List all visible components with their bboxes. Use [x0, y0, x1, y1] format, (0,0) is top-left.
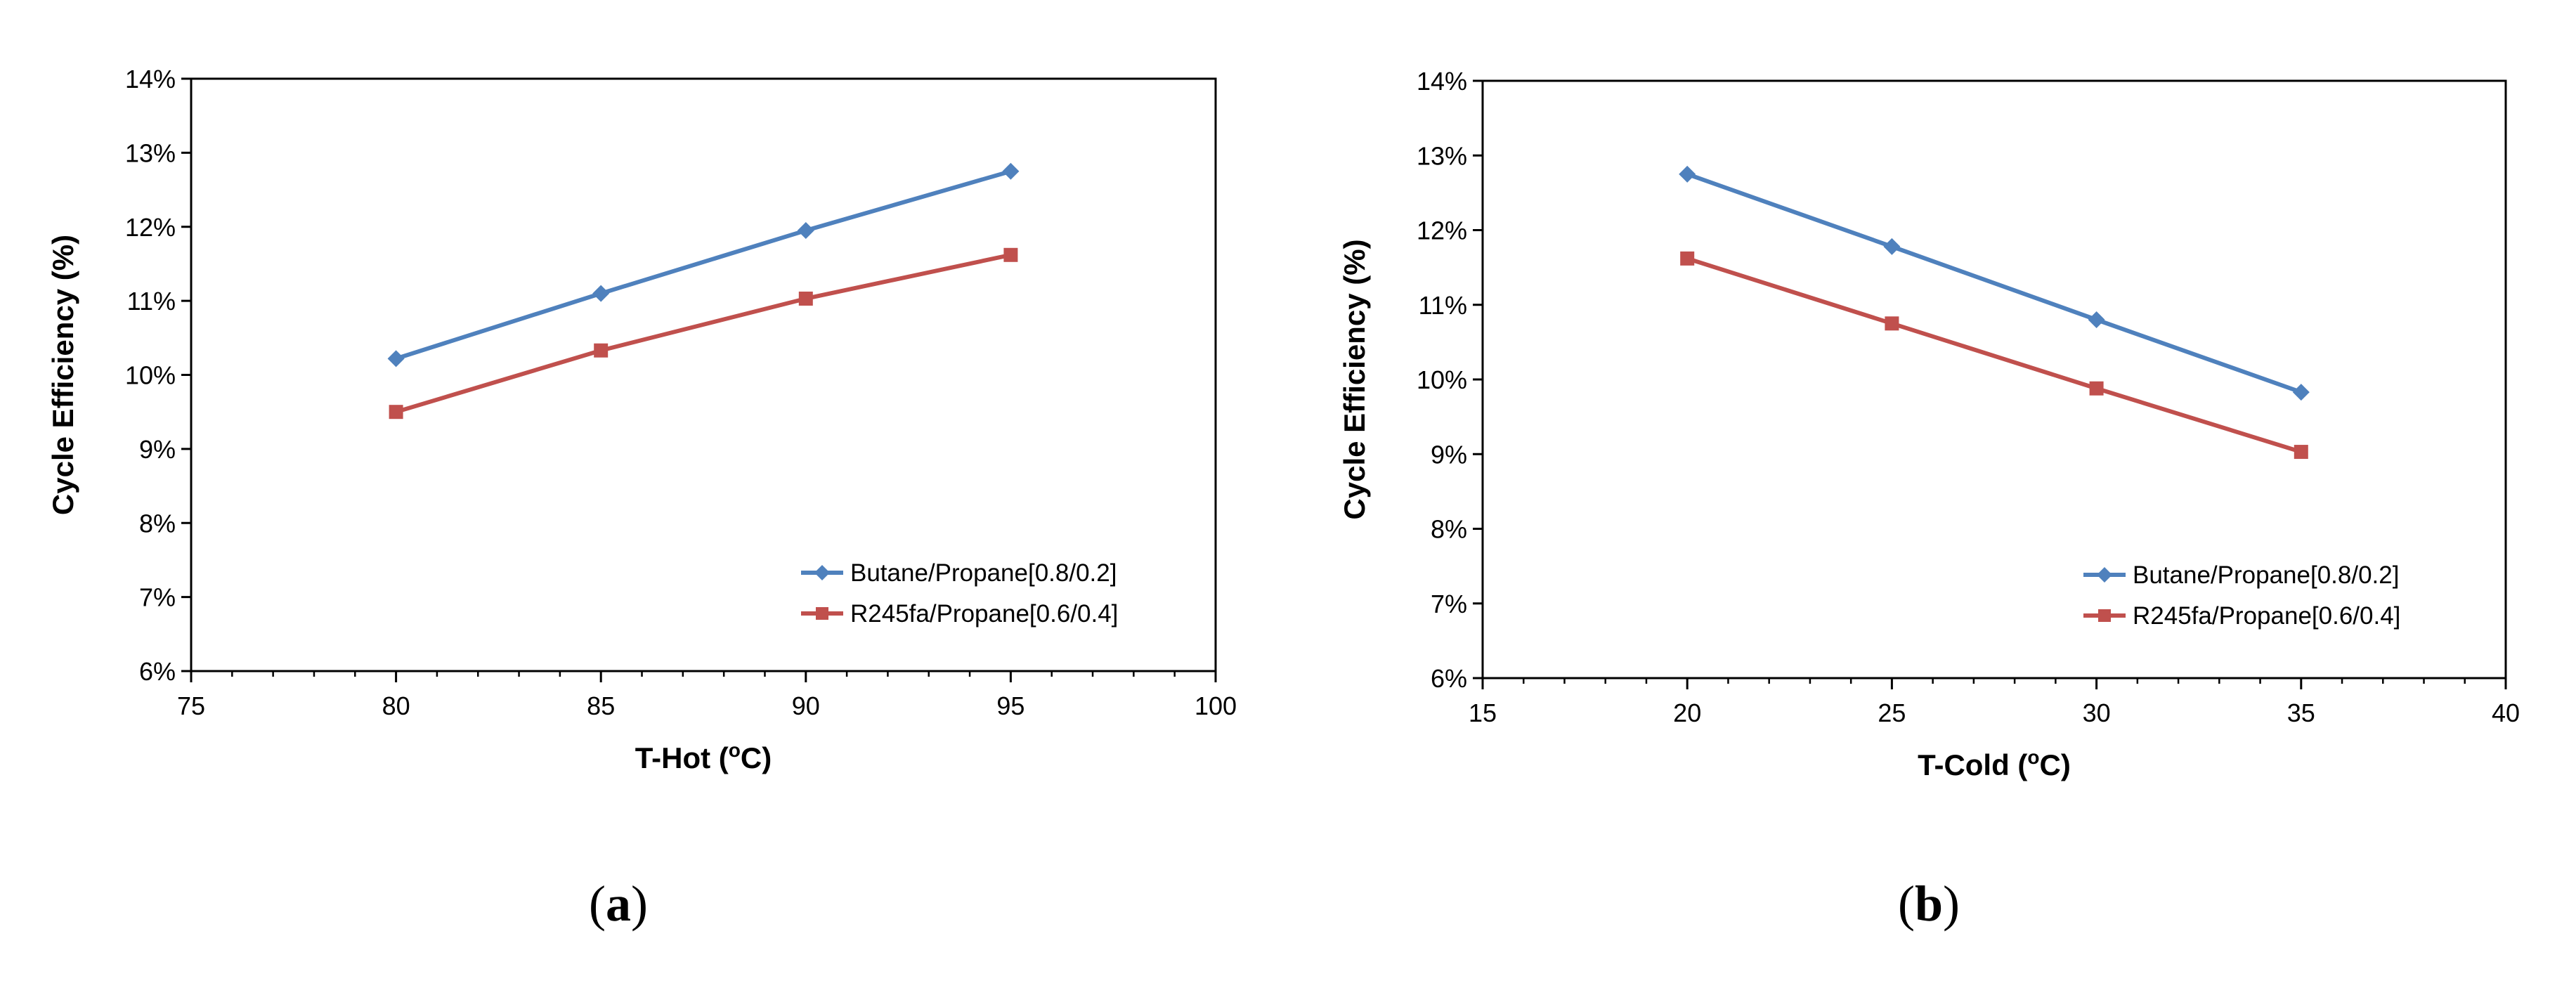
- data-point: [2292, 384, 2310, 401]
- legend-label: R245fa/Propane[0.6/0.4]: [2133, 602, 2400, 630]
- data-point: [1883, 238, 1901, 255]
- x-tick-label: 20: [1673, 698, 1701, 727]
- legend: Butane/Propane[0.8/0.2] R245fa/Propane[0.…: [2083, 561, 2400, 630]
- y-tick-label: 11%: [127, 287, 176, 316]
- y-tick-label: 10%: [125, 361, 176, 390]
- data-point: [797, 222, 814, 240]
- series-butane-propane: [387, 162, 1020, 368]
- chart-panel-a: 6% 7% 8% 9% 10% 11% 12% 13% 14% 75 80 85 90 95 100 Buta…: [46, 65, 1237, 932]
- x-tick-label: 15: [1469, 698, 1497, 727]
- x-axis-title: T-Hot (oC): [635, 739, 772, 774]
- legend-marker: [2097, 567, 2112, 583]
- data-point: [2088, 311, 2105, 328]
- legend-label: R245fa/Propane[0.6/0.4]: [850, 600, 1118, 628]
- x-tick-label: 90: [792, 691, 820, 720]
- data-point: [1885, 316, 1899, 331]
- series-line: [1686, 256, 2302, 454]
- legend-label: Butane/Propane[0.8/0.2]: [2133, 561, 2399, 589]
- data-point: [1679, 165, 1696, 183]
- y-tick-label: 13%: [1417, 141, 1467, 170]
- y-tick-label: 14%: [125, 65, 176, 93]
- series-line: [395, 169, 1012, 361]
- legend: Butane/Propane[0.8/0.2] R245fa/Propane[0.…: [801, 559, 1118, 628]
- data-point: [1680, 251, 1695, 266]
- x-tick-label: 30: [2083, 698, 2111, 727]
- x-tick-label: 25: [1878, 698, 1906, 727]
- y-tick-label: 6%: [139, 657, 176, 686]
- chart-panel-b: 6% 7% 8% 9% 10% 11% 12% 13% 14% 15 20 25 30 35 40 Butan…: [1338, 67, 2520, 932]
- data-point: [798, 291, 813, 306]
- legend-marker: [816, 607, 828, 620]
- legend-label: Butane/Propane[0.8/0.2]: [850, 559, 1117, 587]
- x-tick-label: 80: [382, 691, 410, 720]
- legend-marker: [814, 565, 830, 580]
- x-tick-label: 100: [1195, 691, 1237, 720]
- data-point: [387, 350, 405, 368]
- legend-marker: [2098, 609, 2111, 622]
- series-line: [395, 252, 1012, 415]
- data-point: [1002, 162, 1020, 180]
- data-point: [2089, 381, 2104, 396]
- data-point: [389, 405, 403, 420]
- y-tick-label: 14%: [1417, 67, 1467, 96]
- x-tick-label: 40: [2492, 698, 2520, 727]
- y-tick-label: 8%: [139, 509, 176, 538]
- data-point: [1003, 247, 1018, 262]
- y-tick-label: 10%: [1417, 365, 1467, 394]
- x-axis-title: T-Cold (oC): [1918, 746, 2071, 781]
- y-tick-label: 7%: [139, 583, 176, 612]
- data-point: [594, 343, 609, 358]
- y-tick-label: 8%: [1431, 515, 1467, 544]
- y-tick-label: 13%: [125, 138, 176, 167]
- y-axis-title: Cycle Efficiency (%): [46, 235, 79, 515]
- data-point: [592, 285, 610, 302]
- y-tick-label: 11%: [1419, 291, 1467, 320]
- y-tick-label: 9%: [139, 435, 176, 464]
- series-r245fa-propane: [1680, 251, 2308, 460]
- y-tick-label: 12%: [125, 213, 176, 242]
- x-tick-label: 75: [177, 691, 205, 720]
- data-point: [2294, 445, 2308, 460]
- y-tick-label: 7%: [1431, 590, 1467, 618]
- x-tick-label: 35: [2287, 698, 2315, 727]
- panel-label: (a): [589, 876, 648, 932]
- y-tick-label: 9%: [1431, 440, 1467, 469]
- x-tick-label: 95: [996, 691, 1024, 720]
- y-axis-title: Cycle Efficiency (%): [1338, 239, 1371, 519]
- x-tick-label: 85: [587, 691, 615, 720]
- y-tick-label: 6%: [1431, 664, 1467, 693]
- series-butane-propane: [1679, 165, 2310, 401]
- y-tick-label: 12%: [1417, 216, 1467, 245]
- panel-label: (b): [1898, 876, 1960, 932]
- series-r245fa-propane: [389, 247, 1018, 420]
- series-line: [1686, 171, 2302, 394]
